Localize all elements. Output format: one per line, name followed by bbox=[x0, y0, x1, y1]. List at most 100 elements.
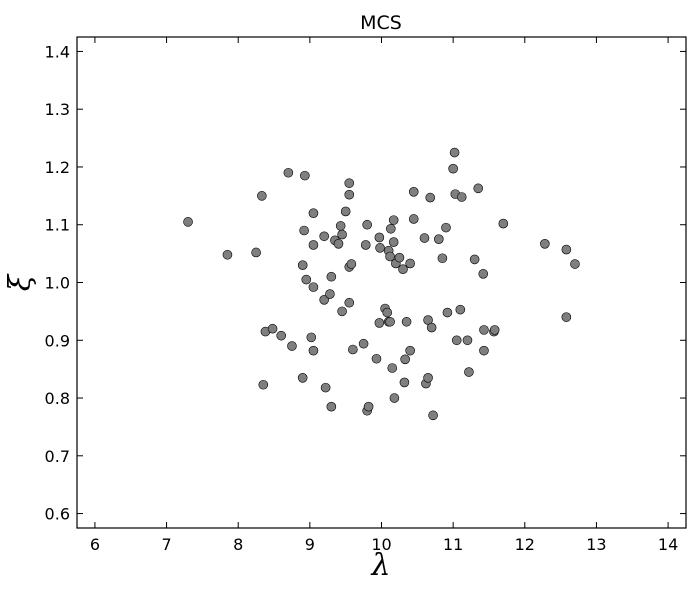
data-point bbox=[456, 192, 467, 202]
data-point bbox=[441, 222, 451, 233]
data-point bbox=[408, 187, 419, 197]
data-point bbox=[348, 344, 358, 355]
data-points bbox=[183, 147, 580, 421]
data-point bbox=[183, 217, 193, 227]
data-point bbox=[306, 332, 317, 343]
data-point bbox=[437, 253, 448, 264]
axis-ticks bbox=[77, 37, 686, 528]
tick-labels: 6 7 8 9 10 11 12 13 14 0.6 0.7 0.8 0.9 1.0 1.1 1.2 1.3 1.… bbox=[45, 42, 679, 554]
data-point bbox=[222, 249, 233, 260]
data-point bbox=[434, 234, 444, 244]
data-point bbox=[455, 304, 466, 315]
data-point bbox=[401, 316, 412, 327]
data-point bbox=[344, 297, 355, 308]
data-point bbox=[308, 282, 319, 292]
data-point bbox=[308, 240, 319, 250]
data-point bbox=[363, 401, 374, 412]
data-point bbox=[479, 325, 489, 335]
data-point bbox=[251, 247, 261, 258]
data-point bbox=[301, 274, 312, 285]
data-point bbox=[344, 189, 355, 200]
data-point bbox=[267, 323, 278, 334]
data-point bbox=[389, 393, 400, 403]
data-point bbox=[473, 183, 484, 194]
data-point bbox=[448, 163, 458, 174]
x-tick-label: 13 bbox=[586, 535, 606, 554]
data-point bbox=[462, 335, 473, 346]
data-point bbox=[479, 345, 489, 356]
data-point bbox=[258, 379, 269, 390]
y-tick-label: 0.6 bbox=[45, 505, 70, 524]
y-tick-label: 1.3 bbox=[45, 100, 70, 119]
data-point bbox=[387, 363, 398, 373]
data-point bbox=[337, 306, 347, 317]
y-tick-label: 0.7 bbox=[45, 447, 70, 466]
data-point bbox=[428, 410, 438, 421]
y-tick-label: 1.2 bbox=[45, 158, 70, 177]
x-tick-label: 8 bbox=[233, 535, 243, 554]
data-point bbox=[358, 338, 369, 349]
data-point bbox=[388, 215, 399, 225]
x-tick-label: 14 bbox=[658, 535, 678, 554]
data-point bbox=[337, 229, 347, 240]
data-point bbox=[297, 373, 308, 383]
data-point bbox=[386, 223, 396, 234]
data-point bbox=[451, 335, 462, 346]
y-tick-label: 1.4 bbox=[45, 42, 70, 61]
data-point bbox=[382, 307, 393, 318]
y-tick-label: 0.8 bbox=[45, 389, 70, 408]
data-point bbox=[498, 218, 509, 229]
data-point bbox=[319, 295, 329, 305]
data-point bbox=[308, 208, 319, 218]
data-point bbox=[399, 377, 410, 388]
x-tick-label: 9 bbox=[305, 535, 315, 554]
data-point bbox=[394, 252, 405, 263]
y-tick-label: 0.9 bbox=[45, 331, 70, 350]
data-point bbox=[400, 354, 410, 365]
data-point bbox=[319, 231, 329, 242]
chart-title: MCS bbox=[360, 12, 402, 34]
plot-frame bbox=[76, 36, 687, 529]
data-point bbox=[308, 345, 319, 356]
data-point bbox=[419, 233, 430, 243]
data-point bbox=[375, 243, 385, 253]
data-point bbox=[442, 307, 453, 318]
data-point bbox=[371, 353, 382, 364]
data-point bbox=[561, 312, 572, 322]
data-point bbox=[374, 318, 385, 328]
data-point bbox=[300, 170, 310, 181]
data-point bbox=[540, 238, 550, 249]
y-tick-label: 1.0 bbox=[45, 274, 70, 293]
data-point bbox=[326, 271, 337, 282]
data-point bbox=[385, 251, 395, 262]
data-point bbox=[405, 345, 415, 356]
data-point bbox=[340, 206, 351, 217]
data-point bbox=[325, 289, 335, 299]
data-point bbox=[257, 191, 267, 201]
data-point bbox=[425, 192, 436, 203]
data-point bbox=[478, 269, 489, 279]
data-point bbox=[489, 325, 500, 335]
data-point bbox=[398, 264, 408, 275]
data-point bbox=[570, 259, 580, 269]
data-point bbox=[299, 225, 309, 236]
data-point bbox=[464, 367, 474, 377]
data-point bbox=[326, 401, 337, 412]
data-point bbox=[405, 258, 415, 269]
data-point bbox=[408, 214, 419, 224]
data-point bbox=[287, 341, 297, 351]
data-point bbox=[385, 316, 395, 327]
data-point bbox=[423, 373, 433, 383]
y-tick-label: 1.1 bbox=[45, 216, 70, 235]
data-point bbox=[449, 147, 460, 158]
data-point bbox=[297, 260, 308, 270]
data-point bbox=[360, 240, 371, 250]
data-point bbox=[388, 237, 399, 247]
data-point bbox=[276, 330, 286, 341]
data-point bbox=[283, 167, 294, 178]
data-point bbox=[374, 232, 385, 243]
data-point bbox=[561, 244, 572, 255]
data-point bbox=[469, 254, 480, 265]
x-tick-label: 6 bbox=[90, 535, 100, 554]
